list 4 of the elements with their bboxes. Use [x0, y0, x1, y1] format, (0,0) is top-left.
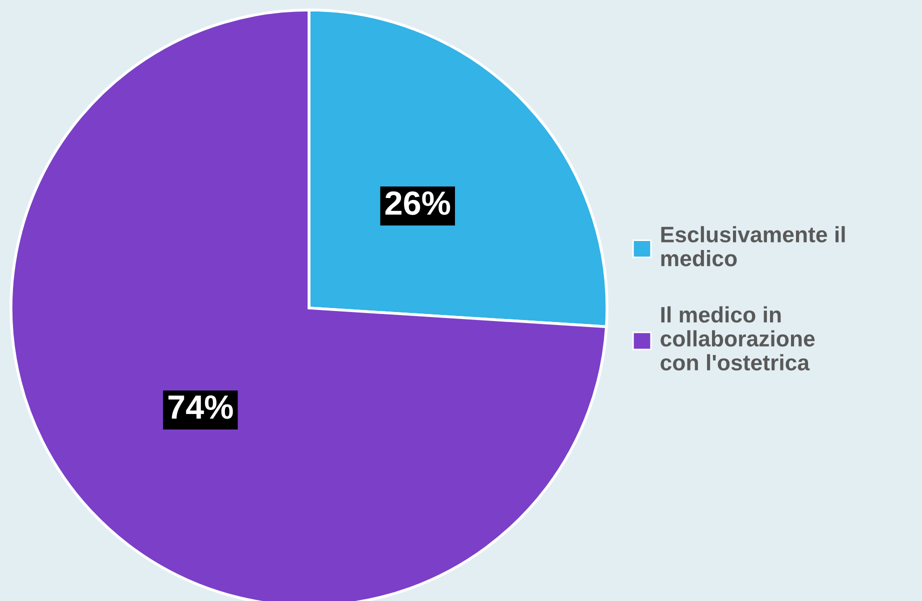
legend-label: Esclusivamente il medico — [661, 226, 845, 266]
legend-label: Il medico in collaborazione con l'ostetrica — [660, 306, 815, 371]
data-label: 74% — [168, 395, 233, 419]
data-label: 26% — [385, 191, 450, 215]
